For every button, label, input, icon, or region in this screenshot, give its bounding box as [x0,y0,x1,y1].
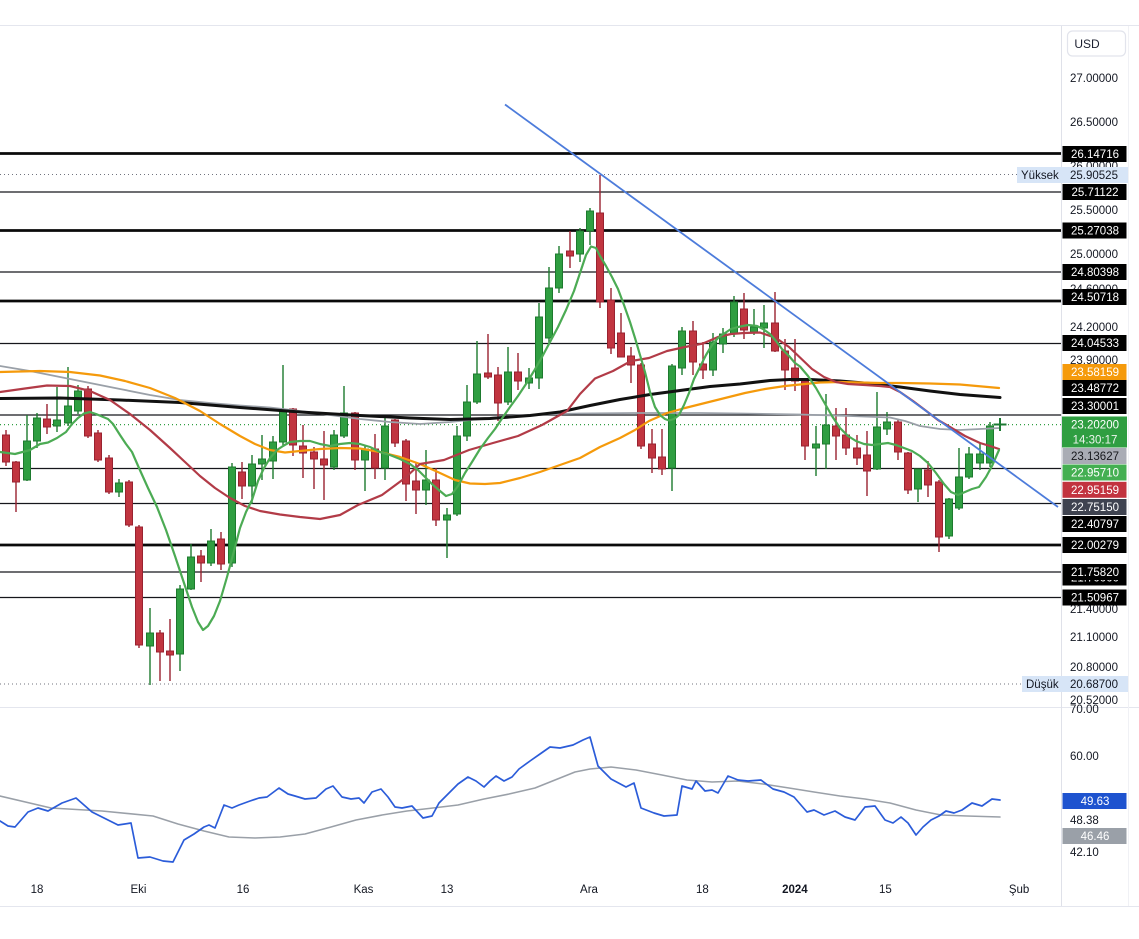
svg-text:USD: USD [1074,37,1100,51]
svg-text:15: 15 [879,884,892,896]
svg-text:48.38: 48.38 [1070,815,1099,827]
svg-text:24.80398: 24.80398 [1071,267,1119,279]
svg-text:14:30:17: 14:30:17 [1073,435,1118,447]
svg-text:22.95159: 22.95159 [1071,485,1119,497]
svg-text:18: 18 [31,884,44,896]
svg-text:25.90525: 25.90525 [1070,170,1118,182]
svg-text:25.71122: 25.71122 [1071,187,1118,199]
svg-text:49.63: 49.63 [1081,796,1110,808]
svg-text:27.00000: 27.00000 [1070,73,1118,85]
svg-text:16: 16 [237,884,250,896]
svg-text:20.52000: 20.52000 [1070,695,1118,707]
svg-text:21.50967: 21.50967 [1071,593,1119,605]
svg-text:24.50718: 24.50718 [1071,292,1119,304]
svg-text:Kas: Kas [354,884,374,896]
svg-text:2024: 2024 [782,884,808,896]
svg-text:26.50000: 26.50000 [1070,117,1118,129]
svg-text:42.10: 42.10 [1070,847,1099,859]
svg-text:21.75820: 21.75820 [1071,567,1119,579]
svg-text:21.40000: 21.40000 [1070,604,1118,616]
svg-text:23.20200: 23.20200 [1071,420,1119,432]
svg-text:22.75150: 22.75150 [1071,502,1119,514]
svg-text:22.95710: 22.95710 [1071,468,1119,480]
svg-text:46.46: 46.46 [1081,831,1110,843]
svg-text:20.68700: 20.68700 [1070,679,1118,691]
svg-text:70.00: 70.00 [1070,704,1099,716]
svg-text:21.10000: 21.10000 [1070,632,1118,644]
svg-text:20.80000: 20.80000 [1070,662,1118,674]
svg-text:Şub: Şub [1009,884,1029,896]
svg-text:23.58159: 23.58159 [1071,367,1119,379]
svg-text:26.14716: 26.14716 [1071,149,1119,161]
svg-text:25.27038: 25.27038 [1071,226,1119,238]
svg-text:13: 13 [441,884,454,896]
svg-text:22.00279: 22.00279 [1071,540,1119,552]
svg-text:Ara: Ara [580,884,599,896]
svg-text:60.00: 60.00 [1070,751,1099,763]
svg-text:Eki: Eki [131,884,147,896]
svg-text:25.50000: 25.50000 [1070,205,1118,217]
svg-text:24.04533: 24.04533 [1071,338,1119,350]
svg-text:23.13627: 23.13627 [1071,451,1119,463]
svg-text:Yüksek: Yüksek [1021,170,1059,182]
svg-text:22.40797: 22.40797 [1071,519,1119,531]
svg-text:23.48772: 23.48772 [1071,383,1119,395]
svg-text:18: 18 [696,884,709,896]
svg-text:23.30001: 23.30001 [1071,401,1119,413]
svg-text:Düşük: Düşük [1026,679,1059,691]
svg-text:25.00000: 25.00000 [1070,249,1118,261]
svg-text:24.20000: 24.20000 [1070,322,1118,334]
